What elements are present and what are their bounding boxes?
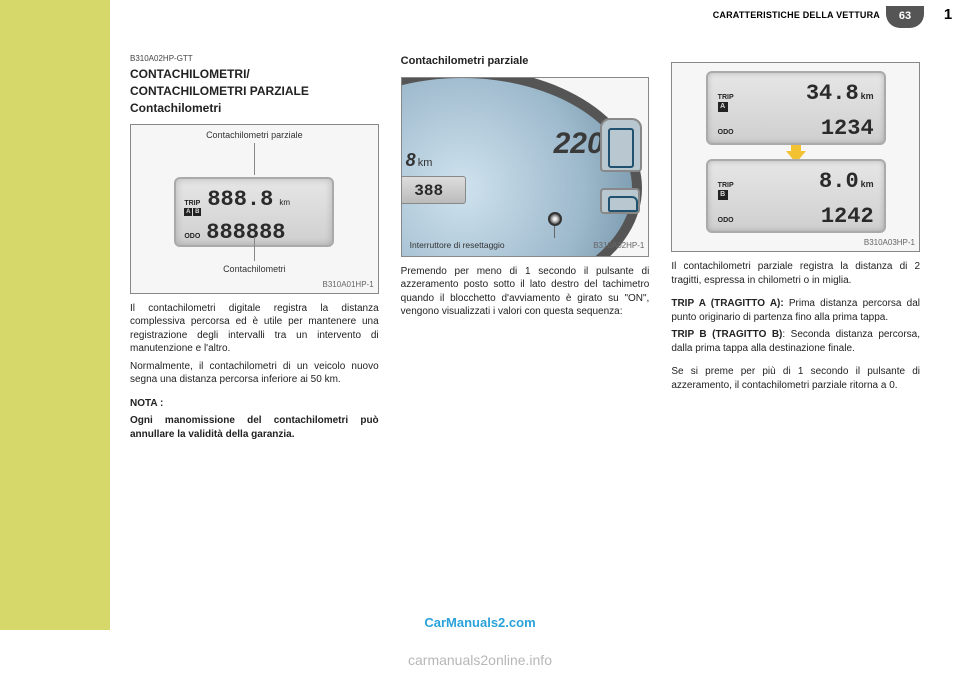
section-title-line-1: CONTACHILOMETRI/: [130, 67, 379, 82]
page-number-tab: 63: [886, 6, 924, 28]
column-2: Contachilometri parziale 220 8km 388 Int…: [401, 54, 650, 608]
paragraph-trip-a: TRIP A (TRAGITTO A): Prima distanza perc…: [671, 297, 920, 324]
footer-watermark: carmanuals2online.info: [0, 652, 960, 668]
speed-8: 8: [406, 150, 416, 170]
leader-line: [554, 226, 555, 238]
column-1: B310A02HP-GTT CONTACHILOMETRI/ CONTACHIL…: [130, 54, 379, 608]
reset-button-icon: [548, 212, 562, 226]
trip-b-label: TRIP B (TRAGITTO B): [671, 329, 782, 340]
callout-odo: Contachilometri: [131, 263, 378, 275]
figure-label: B310A01HP-1: [323, 280, 374, 291]
paragraph: Se si preme per più di 1 secondo il puls…: [671, 365, 920, 392]
odo-label: ODO: [718, 128, 734, 137]
trip-box-a: A: [184, 208, 192, 216]
mini-lcd: 388: [401, 176, 466, 204]
trip-label: TRIP: [718, 182, 734, 189]
odo-label: ODO: [718, 216, 734, 225]
leader-line: [254, 237, 255, 261]
odo-a-value: 1234: [821, 114, 874, 144]
trip-unit: km: [279, 198, 290, 209]
trip-box-a: A: [718, 102, 728, 112]
figure-label: B310A02HP-1: [593, 241, 644, 252]
leader-line: [254, 143, 255, 175]
trip-value: 888.8: [207, 185, 273, 215]
trip-b-unit: km: [861, 179, 874, 189]
car-icon: [600, 188, 640, 214]
chapter-number: 1: [940, 6, 956, 23]
running-head: CARATTERISTICHE DELLA VETTURA: [713, 10, 880, 20]
content-columns: B310A02HP-GTT CONTACHILOMETRI/ CONTACHIL…: [130, 54, 920, 608]
trip-box-b: B: [193, 208, 201, 216]
panel-trip-b: TRIP B 8.0km ODO 1242: [706, 159, 886, 233]
speed-8km: 8km: [406, 148, 433, 172]
speed-220: 220: [554, 124, 604, 165]
odo-label: ODO: [184, 232, 200, 241]
trip-a-unit: km: [861, 91, 874, 101]
subheading: Contachilometri parziale: [401, 54, 650, 69]
header: CARATTERISTICHE DELLA VETTURA 1 63: [110, 0, 960, 28]
paragraph-trip-b: TRIP B (TRAGITTO B): Seconda distanza pe…: [671, 328, 920, 355]
sidebar-accent: [0, 0, 110, 630]
watermark-link: CarManuals2.com: [424, 615, 535, 630]
odo-b-value: 1242: [821, 202, 874, 232]
section-title-line-2: CONTACHILOMETRI PARZIALE: [130, 84, 379, 99]
page: CARATTERISTICHE DELLA VETTURA 1 63 B310A…: [0, 0, 960, 678]
figure-label: B310A03HP-1: [864, 238, 915, 249]
reference-code: B310A02HP-GTT: [130, 54, 379, 65]
trip-label: TRIP: [184, 199, 201, 208]
reset-label: Interruttore di resettaggio: [410, 240, 505, 251]
paragraph: Il contachilometri parziale registra la …: [671, 260, 920, 287]
trip-a-value: 34.8: [806, 81, 859, 106]
panel-trip-a: TRIP A 34.8km ODO 1234: [706, 71, 886, 145]
trip-b-value: 8.0: [819, 169, 859, 194]
paragraph: Il contachilometri digitale registra la …: [130, 302, 379, 356]
trip-box-b: B: [718, 190, 728, 200]
paragraph: Normalmente, il contachilometri di un ve…: [130, 360, 379, 387]
trip-a-label: TRIP A (TRAGITTO A):: [671, 298, 783, 309]
paragraph: Premendo per meno di 1 secondo il pulsan…: [401, 265, 650, 319]
column-3: TRIP A 34.8km ODO 1234 TRIP: [671, 54, 920, 608]
trip-label: TRIP: [718, 94, 734, 101]
odo-value: 888888: [206, 218, 285, 248]
nota-title: NOTA :: [130, 397, 379, 411]
figure-trip-ab: TRIP A 34.8km ODO 1234 TRIP: [671, 62, 920, 252]
callout-trip: Contachilometri parziale: [131, 129, 378, 141]
door-open-icon: [600, 118, 642, 172]
figure-speedo: 220 8km 388 Interruttore di resettaggio …: [401, 77, 650, 257]
km-unit: km: [418, 157, 433, 169]
nota-body: Ogni manomissione del contachilometri pu…: [130, 414, 379, 441]
figure-odometer: Contachilometri parziale TRIP A B 888.8 …: [130, 124, 379, 294]
section-title-line-3: Contachilometri: [130, 101, 379, 116]
